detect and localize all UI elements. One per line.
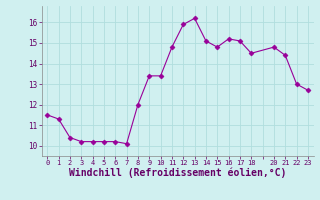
X-axis label: Windchill (Refroidissement éolien,°C): Windchill (Refroidissement éolien,°C) — [69, 168, 286, 178]
